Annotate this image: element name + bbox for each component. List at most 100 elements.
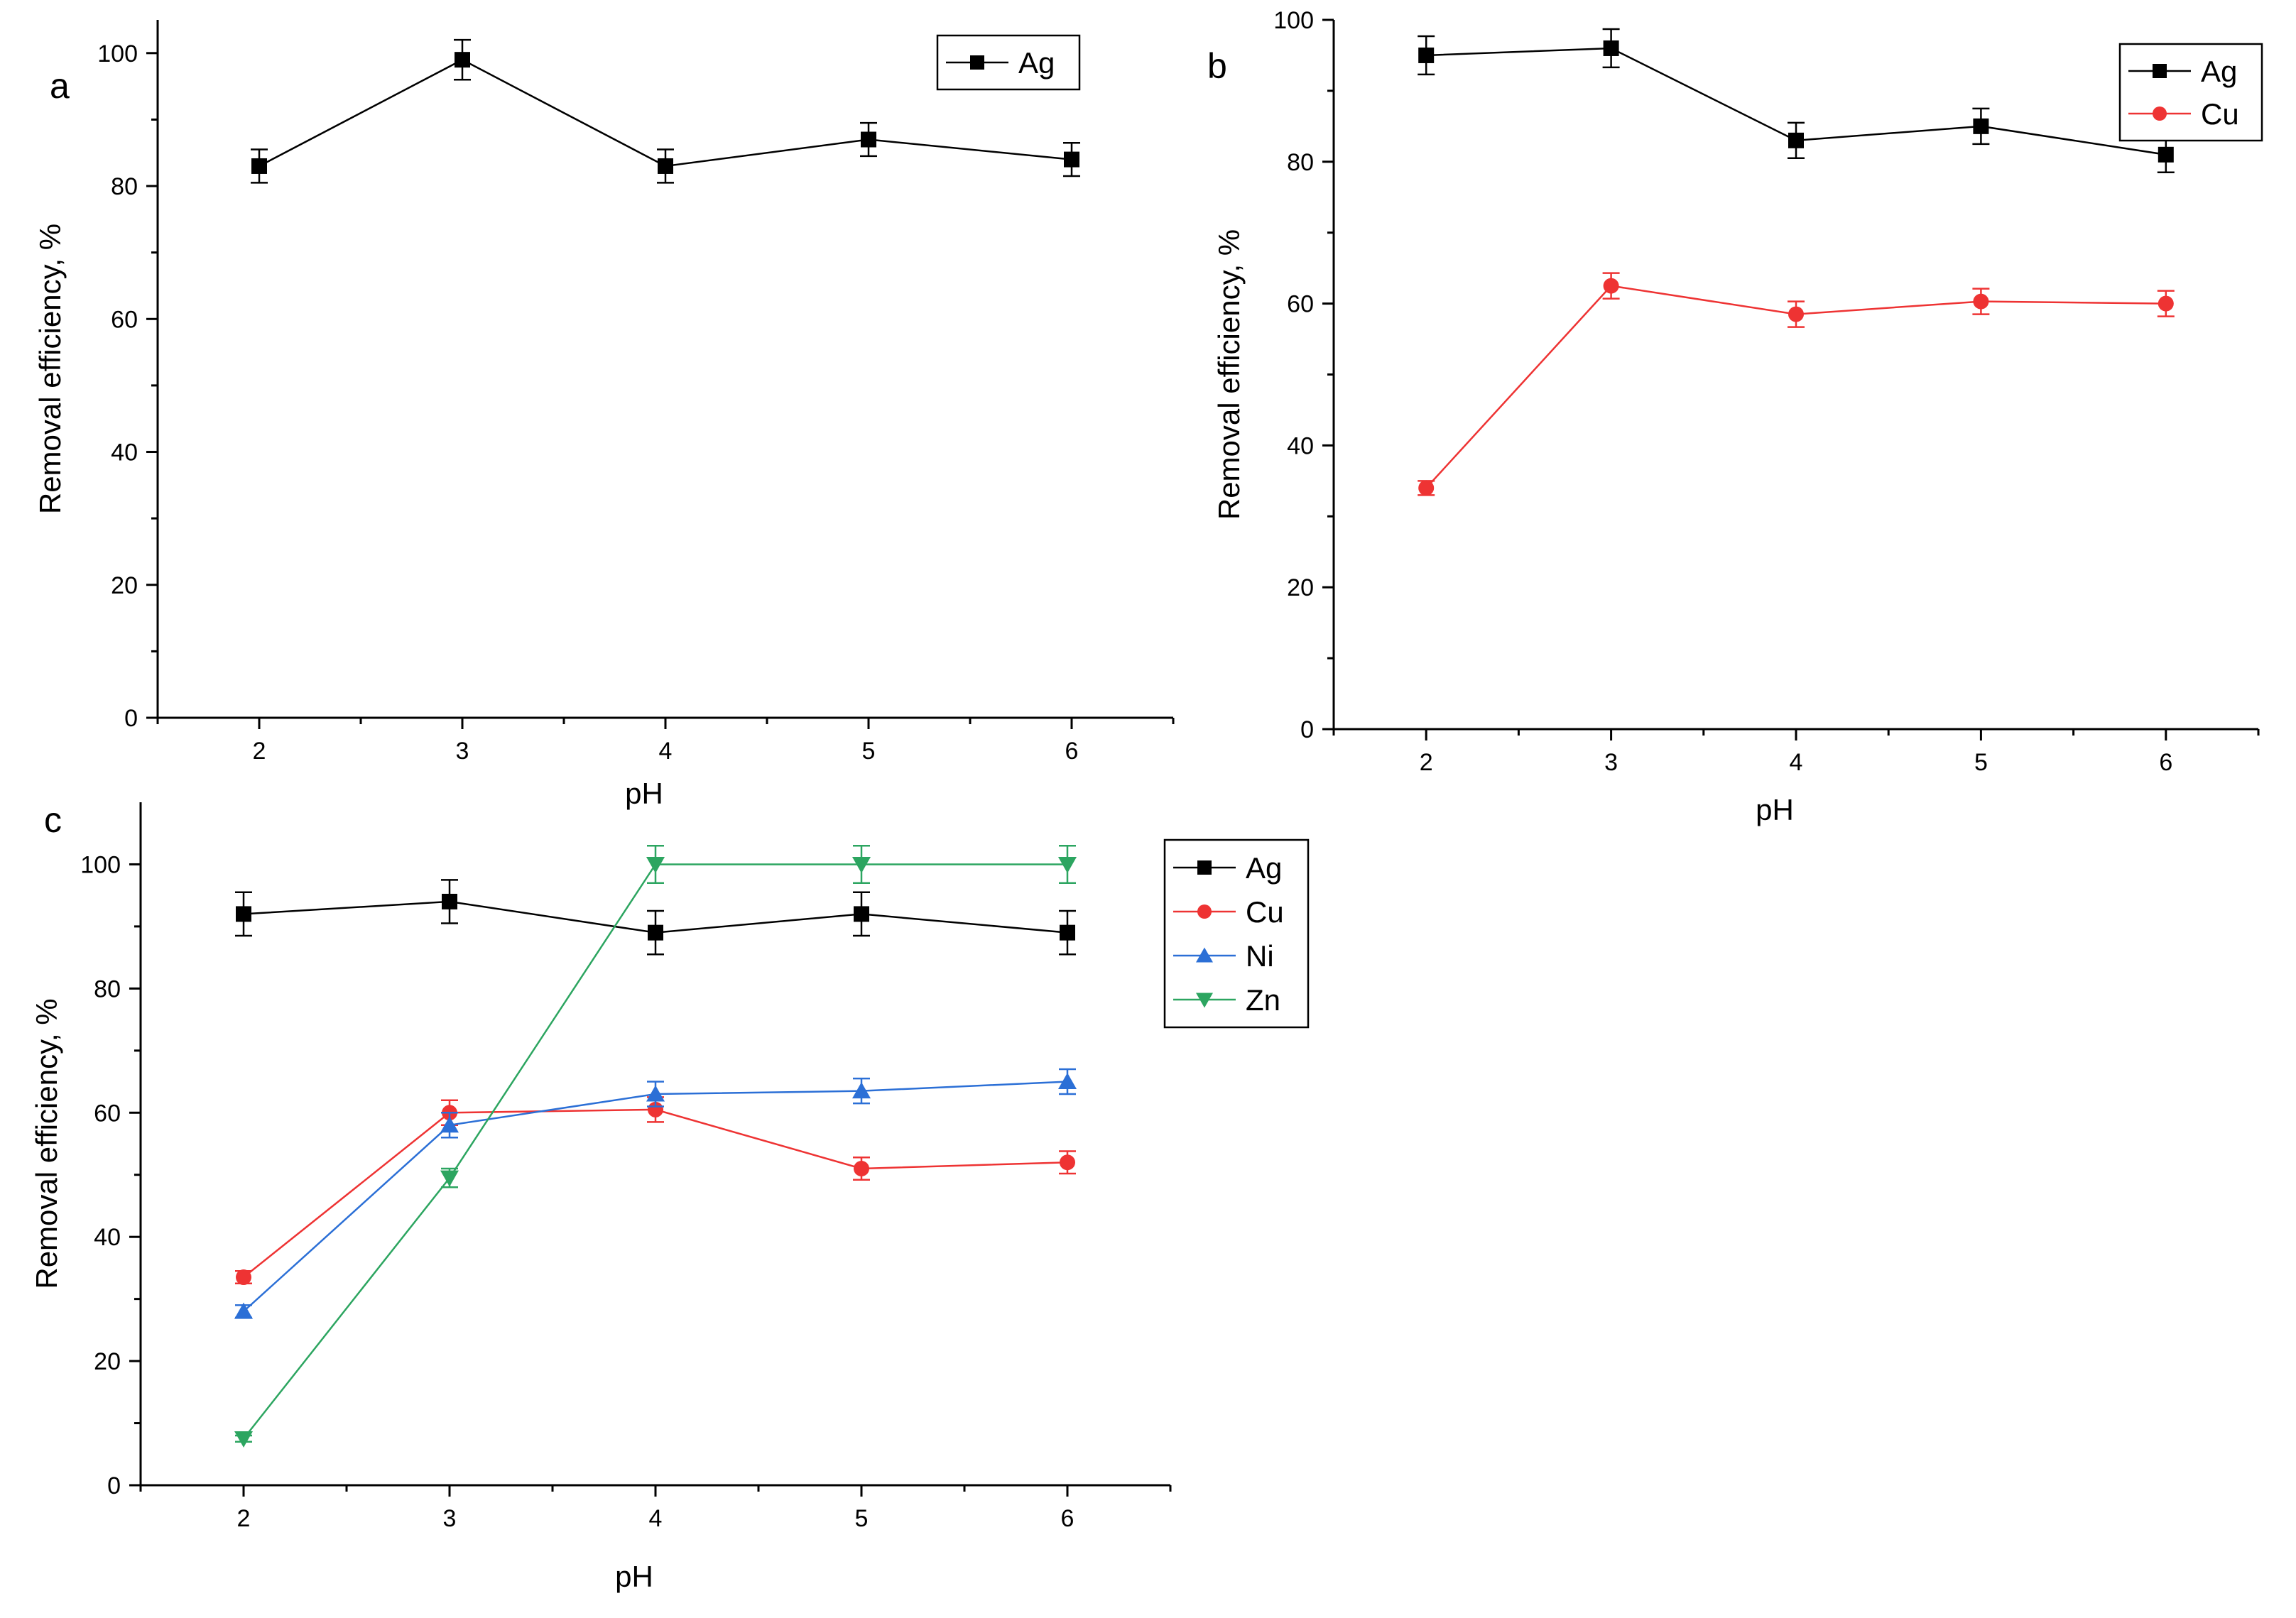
- data-point: [852, 857, 871, 873]
- y-tick-label: 60: [111, 306, 138, 333]
- data-point: [1973, 293, 1989, 310]
- data-point: [1418, 47, 1435, 63]
- x-tick-label: 3: [456, 738, 469, 765]
- x-tick-label: 5: [855, 1505, 869, 1532]
- x-tick-label: 2: [237, 1505, 251, 1532]
- data-point: [646, 857, 665, 873]
- legend-label: Ag: [1018, 46, 1055, 80]
- data-point: [236, 1269, 251, 1286]
- x-axis-title: pH: [625, 777, 663, 810]
- y-tick-label: 20: [94, 1348, 121, 1375]
- y-tick-label: 40: [1287, 432, 1314, 459]
- legend-label: Cu: [1246, 895, 1284, 929]
- data-point: [852, 1082, 871, 1099]
- data-point: [234, 1302, 253, 1319]
- data-point: [455, 52, 470, 68]
- data-point: [1058, 857, 1077, 873]
- data-point: [442, 893, 457, 909]
- x-tick-label: 4: [1790, 749, 1803, 776]
- x-tick-label: 2: [253, 738, 266, 765]
- data-point: [861, 131, 876, 148]
- data-point: [1064, 151, 1079, 168]
- y-tick-label: 60: [94, 1100, 121, 1127]
- data-point: [1788, 306, 1804, 322]
- y-tick-label: 80: [1287, 149, 1314, 176]
- series-Ni: [234, 1068, 1077, 1319]
- data-point: [854, 1160, 869, 1176]
- y-axis-title: Removal efficiency, %: [30, 998, 63, 1289]
- data-point: [2158, 295, 2174, 312]
- x-tick-label: 6: [1061, 1505, 1074, 1532]
- y-tick-label: 0: [1300, 716, 1314, 743]
- series-Cu: [235, 1096, 1076, 1286]
- x-tick-label: 5: [862, 738, 876, 765]
- legend-box: [1163, 838, 1310, 1029]
- legend-marker: [1196, 947, 1213, 963]
- x-axis-title: pH: [615, 1560, 653, 1593]
- data-point: [1418, 480, 1435, 496]
- data-point: [2158, 146, 2174, 163]
- data-point: [1603, 278, 1619, 294]
- legend-marker: [2153, 64, 2167, 78]
- x-tick-label: 4: [649, 1505, 663, 1532]
- data-point: [251, 158, 267, 174]
- data-point: [236, 906, 251, 922]
- series-Cu: [1418, 272, 2175, 496]
- series-Ag: [1418, 28, 2175, 174]
- y-tick-label: 100: [97, 40, 138, 67]
- legend-label: Ag: [1246, 851, 1282, 885]
- x-tick-label: 3: [443, 1505, 457, 1532]
- legend-marker: [1197, 860, 1212, 875]
- series-Ag: [235, 879, 1076, 956]
- x-tick-label: 2: [1420, 749, 1433, 776]
- y-axis-title: Removal efficiency, %: [33, 224, 67, 514]
- data-point: [854, 906, 869, 922]
- x-axis-title: pH: [1756, 793, 1794, 826]
- legend-marker: [970, 55, 984, 70]
- panel-label: b: [1207, 46, 1227, 86]
- series-line: [243, 1108, 1068, 1279]
- legend-label: Cu: [2201, 97, 2239, 131]
- legend-label: Zn: [1246, 983, 1280, 1017]
- legend: Ag Cu: [2118, 43, 2263, 142]
- x-tick-label: 6: [1065, 738, 1079, 765]
- x-tick-label: 6: [2159, 749, 2172, 776]
- y-axis-title: Removal efficiency, %: [1212, 229, 1246, 520]
- data-point: [1058, 1073, 1077, 1089]
- legend: Ag: [936, 34, 1081, 91]
- y-tick-label: 40: [111, 439, 138, 466]
- x-tick-label: 3: [1604, 749, 1618, 776]
- y-tick-label: 20: [1287, 574, 1314, 601]
- y-tick-label: 60: [1287, 291, 1314, 318]
- y-tick-label: 20: [111, 572, 138, 599]
- data-point: [440, 1116, 459, 1133]
- data-point: [1060, 1154, 1075, 1171]
- legend-marker: [2153, 106, 2167, 121]
- data-point: [658, 158, 673, 174]
- data-point: [1060, 924, 1075, 941]
- data-point: [1788, 132, 1804, 148]
- panel-label: c: [44, 800, 62, 840]
- y-tick-label: 0: [124, 705, 138, 732]
- panel-label: a: [50, 66, 70, 106]
- data-point: [646, 1085, 665, 1102]
- data-point: [1603, 40, 1619, 56]
- data-point: [234, 1431, 253, 1448]
- y-tick-label: 80: [111, 173, 138, 200]
- data-point: [648, 924, 663, 941]
- x-tick-label: 4: [659, 738, 673, 765]
- data-point: [440, 1170, 459, 1187]
- y-tick-label: 100: [80, 851, 121, 878]
- legend-marker: [1197, 904, 1212, 919]
- data-point: [1973, 118, 1989, 134]
- y-tick-label: 80: [94, 975, 121, 1002]
- y-tick-label: 0: [107, 1472, 121, 1499]
- series-Ag: [251, 38, 1080, 184]
- legend: Ag Cu Ni Zn: [1163, 838, 1310, 1029]
- legend-marker: [1196, 993, 1213, 1008]
